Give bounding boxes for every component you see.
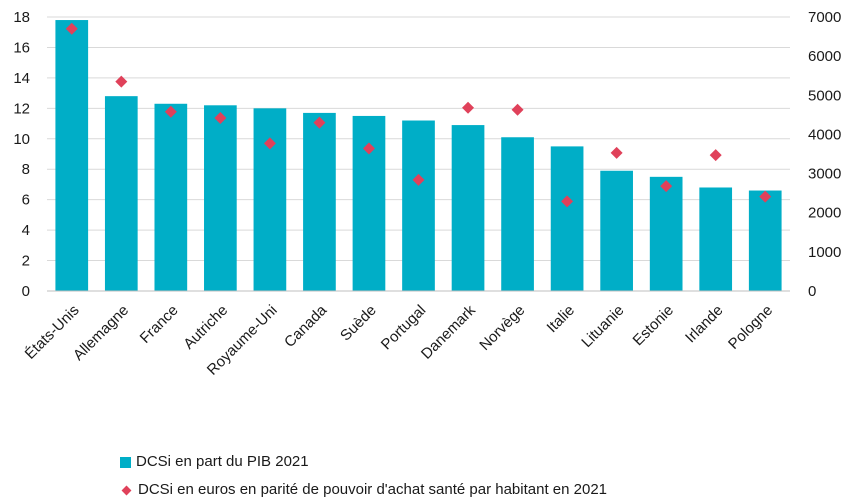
bar: [650, 177, 683, 291]
category-label: Pologne: [725, 302, 776, 353]
right-tick-label: 7000: [808, 9, 841, 26]
left-tick-label: 8: [22, 161, 30, 178]
left-tick-label: 2: [22, 253, 30, 270]
left-tick-label: 16: [13, 39, 30, 56]
right-tick-label: 4000: [808, 126, 841, 143]
right-tick-label: 2000: [808, 205, 841, 222]
right-tick-label: 3000: [808, 166, 841, 183]
legend-bar-label: DCSi en part du PIB 2021: [136, 448, 309, 476]
bar: [452, 125, 485, 291]
category-label: France: [137, 302, 182, 347]
bar: [551, 146, 584, 291]
bar: [402, 121, 435, 291]
bar-series: [55, 20, 781, 291]
right-tick-label: 6000: [808, 48, 841, 65]
category-label: Autriche: [180, 302, 231, 353]
legend-item-bar: DCSi en part du PIB 2021: [120, 448, 607, 476]
left-tick-label: 14: [13, 70, 30, 87]
bar: [55, 20, 88, 291]
right-tick-label: 1000: [808, 244, 841, 261]
legend-item-marker: DCSi en euros en parité de pouvoir d'ach…: [120, 476, 607, 504]
left-tick-label: 12: [13, 100, 30, 117]
category-label: Lituanie: [578, 302, 627, 351]
chart: 0 2 4 6 8 10 12 14 16 18 0 1000 2000 3000 4000 5000 600…: [0, 0, 854, 440]
category-label: Portugal: [378, 302, 430, 354]
right-axis-ticks: 0 1000 2000 3000 4000 5000 6000 7000: [808, 9, 841, 300]
right-tick-label: 0: [808, 283, 816, 300]
legend-marker-label: DCSi en euros en parité de pouvoir d'ach…: [138, 476, 607, 504]
left-tick-label: 6: [22, 192, 30, 209]
left-axis-ticks: 0 2 4 6 8 10 12 14 16 18: [13, 9, 30, 300]
left-tick-label: 10: [13, 131, 30, 148]
diamond-marker: [710, 149, 722, 161]
bar: [204, 105, 237, 291]
category-label: Estonie: [630, 302, 677, 349]
diamond-marker: [611, 147, 623, 159]
left-tick-label: 4: [22, 222, 30, 239]
bar: [154, 104, 187, 291]
bar: [105, 96, 138, 291]
bar: [353, 116, 386, 291]
bar: [303, 113, 336, 291]
bar: [600, 171, 633, 291]
left-tick-label: 0: [22, 283, 30, 300]
category-label: Canada: [281, 301, 331, 351]
category-label: Danemark: [418, 301, 479, 362]
left-tick-label: 18: [13, 9, 30, 26]
category-label: Norvège: [476, 302, 528, 354]
legend-bar-swatch: [120, 457, 131, 468]
category-label: Italie: [544, 302, 578, 336]
bar: [699, 187, 732, 291]
legend-diamond-icon: [122, 485, 132, 495]
diamond-marker: [115, 76, 127, 88]
diamond-marker: [462, 102, 474, 114]
category-label: Suède: [337, 302, 380, 345]
bar: [749, 191, 782, 291]
category-label: Irlande: [682, 302, 726, 346]
right-tick-label: 5000: [808, 87, 841, 104]
bar: [254, 108, 287, 291]
bar: [501, 137, 534, 291]
diamond-marker: [512, 104, 524, 116]
